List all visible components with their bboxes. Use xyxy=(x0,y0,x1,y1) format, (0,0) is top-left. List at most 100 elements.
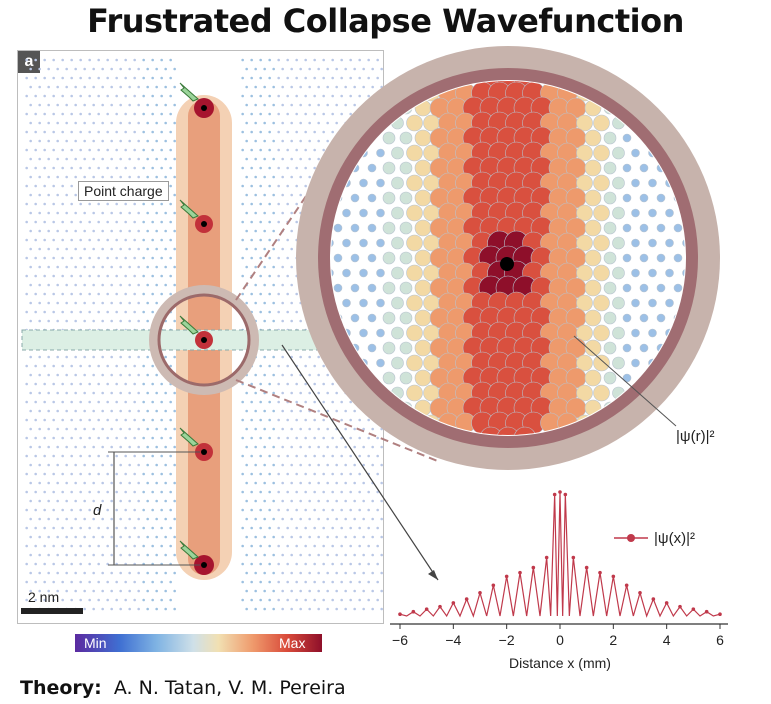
lattice-dot xyxy=(367,436,370,440)
lattice-dot xyxy=(268,544,271,548)
lattice-dot xyxy=(173,571,176,575)
lattice-dot xyxy=(142,202,145,206)
lattice-dot xyxy=(101,391,104,395)
lattice-dot xyxy=(160,112,163,116)
lattice-dot xyxy=(119,319,122,323)
lattice-dot xyxy=(160,220,163,224)
lattice-dot xyxy=(169,292,172,296)
lattice-dot xyxy=(164,427,167,431)
lattice-dot xyxy=(142,94,145,98)
lattice-dot xyxy=(250,580,253,584)
lattice-dot xyxy=(38,517,41,521)
lattice-dot xyxy=(241,76,244,80)
lattice-dot xyxy=(65,85,68,89)
lattice-dot xyxy=(245,229,248,233)
credit-names: A. N. Tatan, V. M. Pereira xyxy=(113,677,346,699)
lattice-dot xyxy=(151,436,154,440)
lattice-dot xyxy=(110,427,113,431)
lattice-dot xyxy=(47,247,50,251)
lattice-dot xyxy=(295,490,298,494)
lattice-dot xyxy=(92,553,95,557)
lattice-dot xyxy=(358,418,361,422)
lattice-dot xyxy=(137,445,140,449)
lattice-dot xyxy=(146,139,149,143)
lattice-dot xyxy=(128,355,131,359)
lattice-dot xyxy=(326,427,329,431)
lattice-dot xyxy=(254,193,257,197)
lattice-dot xyxy=(146,427,149,431)
lattice-dot xyxy=(110,589,113,593)
lattice-dot xyxy=(101,481,104,485)
lattice-dot xyxy=(358,580,361,584)
lattice-dot xyxy=(281,247,284,251)
lattice-dot xyxy=(56,283,59,287)
lattice-dot xyxy=(344,463,347,467)
lattice-dot xyxy=(254,553,257,557)
lattice-dot xyxy=(268,130,271,134)
lattice-dot xyxy=(128,67,131,71)
lattice-dot xyxy=(146,571,149,575)
lattice-dot xyxy=(164,517,167,521)
cut-arrow xyxy=(281,344,439,581)
lattice-dot xyxy=(367,562,370,566)
lattice-dot xyxy=(52,580,55,584)
lattice-dot xyxy=(367,598,370,602)
lattice-dot xyxy=(52,382,55,386)
lattice-dot xyxy=(56,85,59,89)
series-point xyxy=(398,612,402,617)
lattice-dot xyxy=(277,490,280,494)
lattice-dot xyxy=(101,175,104,179)
lattice-dot xyxy=(286,112,289,116)
lattice-dot xyxy=(268,58,271,62)
lattice-dot xyxy=(43,76,46,80)
lattice-cell xyxy=(367,253,377,263)
lattice-dot xyxy=(34,400,37,404)
lattice-dot xyxy=(79,526,82,530)
lattice-dot xyxy=(25,382,28,386)
lattice-cell xyxy=(631,328,640,338)
lattice-dot xyxy=(376,526,379,530)
lattice-dot xyxy=(272,517,275,521)
lattice-dot xyxy=(79,490,82,494)
lattice-dot xyxy=(340,76,343,80)
lattice-dot xyxy=(272,121,275,125)
lattice-dot xyxy=(25,148,28,152)
series-point xyxy=(411,609,416,614)
lattice-dot xyxy=(164,553,167,557)
lattice-cell xyxy=(631,298,640,308)
lattice-dot xyxy=(25,58,28,62)
lattice-dot xyxy=(344,85,347,89)
lattice-dot xyxy=(142,400,145,404)
lattice-cell xyxy=(414,309,432,327)
lattice-dot xyxy=(88,454,91,458)
lattice-dot xyxy=(142,274,145,278)
lattice-dot xyxy=(25,490,28,494)
lattice-dot xyxy=(259,418,262,422)
lattice-dot xyxy=(47,391,50,395)
lattice-dot xyxy=(124,310,127,314)
lattice-dot xyxy=(335,553,338,557)
lattice-dot xyxy=(56,553,59,557)
lattice-dot xyxy=(128,139,131,143)
lattice-dot xyxy=(254,607,257,611)
lattice-cell xyxy=(603,311,617,325)
lattice-dot xyxy=(299,157,302,161)
lattice-dot xyxy=(295,580,298,584)
lattice-dot xyxy=(52,202,55,206)
lattice-dot xyxy=(43,364,46,368)
lattice-dot xyxy=(25,202,28,206)
lattice-cell xyxy=(576,264,593,282)
lattice-dot xyxy=(101,409,104,413)
lattice-dot xyxy=(151,274,154,278)
lattice-dot xyxy=(340,418,343,422)
lattice-dot xyxy=(164,571,167,575)
lattice-dot xyxy=(97,400,100,404)
lattice-dot xyxy=(277,238,280,242)
lattice-dot xyxy=(268,76,271,80)
lattice-dot xyxy=(326,85,329,89)
lattice-dot xyxy=(250,544,253,548)
lattice-dot xyxy=(29,535,32,539)
lattice-dot xyxy=(52,256,55,260)
lattice-dot xyxy=(259,400,262,404)
lattice-dot xyxy=(115,94,118,98)
